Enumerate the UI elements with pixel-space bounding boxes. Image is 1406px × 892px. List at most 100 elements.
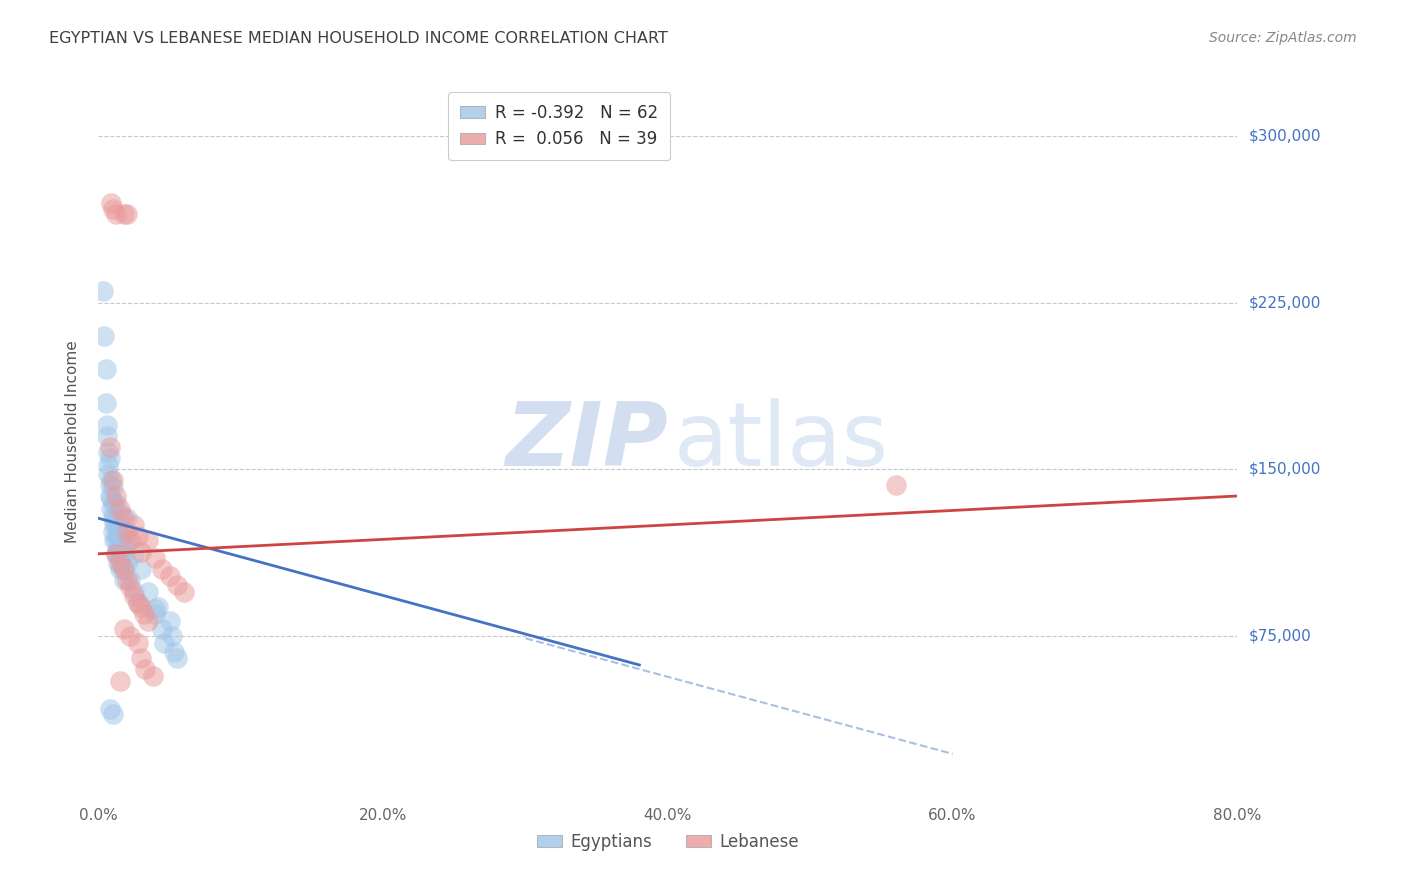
Point bbox=[101, 480, 124, 494]
Point bbox=[134, 662, 156, 676]
Point bbox=[94, 395, 117, 409]
Point bbox=[98, 451, 121, 466]
Point bbox=[96, 417, 118, 432]
Point bbox=[129, 651, 152, 665]
Point bbox=[115, 556, 138, 570]
Point bbox=[112, 562, 135, 576]
Point bbox=[112, 207, 135, 221]
Point bbox=[107, 524, 129, 539]
Point bbox=[118, 580, 141, 594]
Point bbox=[101, 524, 124, 539]
Text: atlas: atlas bbox=[673, 398, 889, 485]
Point bbox=[118, 629, 141, 643]
Point bbox=[108, 529, 131, 543]
Point bbox=[127, 636, 149, 650]
Point bbox=[145, 602, 167, 616]
Point bbox=[173, 584, 195, 599]
Point bbox=[118, 574, 141, 588]
Point bbox=[100, 491, 122, 506]
Point bbox=[129, 562, 152, 576]
Point bbox=[110, 507, 132, 521]
Point bbox=[100, 195, 122, 210]
Point bbox=[163, 645, 186, 659]
Point bbox=[112, 547, 135, 561]
Point bbox=[127, 596, 149, 610]
Point bbox=[111, 562, 134, 576]
Point bbox=[100, 474, 122, 488]
Text: $300,000: $300,000 bbox=[1249, 128, 1320, 144]
Point bbox=[101, 474, 124, 488]
Point bbox=[162, 629, 184, 643]
Point bbox=[100, 502, 122, 516]
Point bbox=[103, 507, 125, 521]
Point bbox=[108, 562, 131, 576]
Text: $225,000: $225,000 bbox=[1249, 295, 1320, 310]
Point bbox=[122, 584, 145, 599]
Point bbox=[91, 285, 114, 299]
Point bbox=[104, 547, 127, 561]
Point bbox=[132, 607, 155, 621]
Point bbox=[101, 511, 124, 525]
Legend: Egyptians, Lebanese: Egyptians, Lebanese bbox=[529, 825, 807, 860]
Point bbox=[94, 362, 117, 376]
Point bbox=[108, 502, 131, 516]
Point bbox=[108, 547, 131, 561]
Point bbox=[97, 467, 120, 481]
Point bbox=[129, 544, 152, 558]
Point bbox=[118, 533, 141, 548]
Text: Source: ZipAtlas.com: Source: ZipAtlas.com bbox=[1209, 31, 1357, 45]
Point bbox=[101, 496, 124, 510]
Text: $150,000: $150,000 bbox=[1249, 462, 1320, 477]
Point bbox=[152, 623, 174, 637]
Point bbox=[152, 562, 174, 576]
Point bbox=[108, 556, 131, 570]
Point bbox=[97, 444, 120, 458]
Point bbox=[884, 478, 907, 492]
Point bbox=[136, 533, 159, 548]
Point bbox=[104, 517, 127, 532]
Text: $75,000: $75,000 bbox=[1249, 629, 1312, 643]
Point bbox=[108, 673, 131, 688]
Point bbox=[136, 584, 159, 599]
Point bbox=[115, 574, 138, 588]
Point bbox=[98, 702, 121, 716]
Point bbox=[110, 556, 132, 570]
Point bbox=[101, 202, 124, 217]
Point bbox=[105, 511, 128, 525]
Point bbox=[122, 517, 145, 532]
Text: EGYPTIAN VS LEBANESE MEDIAN HOUSEHOLD INCOME CORRELATION CHART: EGYPTIAN VS LEBANESE MEDIAN HOUSEHOLD IN… bbox=[49, 31, 668, 46]
Point bbox=[122, 589, 145, 603]
Point bbox=[101, 706, 124, 721]
Point bbox=[148, 600, 170, 615]
Point bbox=[98, 440, 121, 454]
Point bbox=[166, 651, 188, 665]
Point bbox=[159, 614, 181, 628]
Point bbox=[104, 533, 127, 548]
Point bbox=[107, 556, 129, 570]
Point bbox=[127, 529, 149, 543]
Point bbox=[136, 614, 159, 628]
Point bbox=[103, 517, 125, 532]
Point bbox=[105, 529, 128, 543]
Point bbox=[122, 547, 145, 561]
Point bbox=[129, 600, 152, 615]
Point bbox=[98, 478, 121, 492]
Point bbox=[117, 533, 139, 548]
Point bbox=[115, 207, 138, 221]
Point bbox=[145, 551, 167, 566]
Point bbox=[145, 607, 167, 621]
Text: ZIP: ZIP bbox=[505, 398, 668, 485]
Point bbox=[107, 540, 129, 554]
Point bbox=[104, 496, 127, 510]
Point bbox=[103, 533, 125, 548]
Point bbox=[96, 429, 118, 443]
Point bbox=[115, 511, 138, 525]
Point bbox=[104, 489, 127, 503]
Point bbox=[111, 540, 134, 554]
Point bbox=[166, 578, 188, 592]
Point bbox=[110, 533, 132, 548]
Point bbox=[112, 574, 135, 588]
Point bbox=[159, 569, 181, 583]
Point bbox=[97, 458, 120, 472]
Point bbox=[105, 544, 128, 558]
